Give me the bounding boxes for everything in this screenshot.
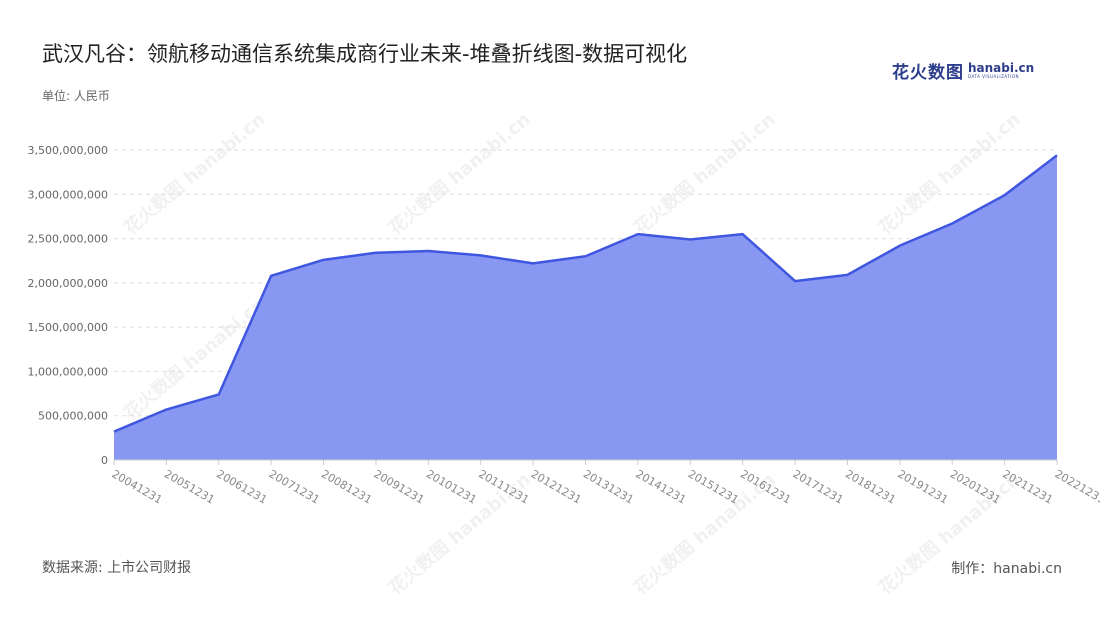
x-tick-label: 20201231 xyxy=(948,467,1003,506)
x-tick-label: 20081231 xyxy=(319,467,374,506)
y-tick-label: 2,000,000,000 xyxy=(28,277,108,290)
y-tick-label: 3,000,000,000 xyxy=(28,188,108,201)
credit-label: 制作：hanabi.cn xyxy=(951,561,1062,577)
x-tick-label: 20181231 xyxy=(843,467,898,506)
x-tick-label: 20061231 xyxy=(214,467,269,506)
x-tick-label: 20101231 xyxy=(424,467,479,506)
unit-label: 单位: 人民币 xyxy=(42,89,110,103)
x-tick-label: 20161231 xyxy=(738,467,793,506)
x-tick-label: 20191231 xyxy=(895,467,950,506)
x-tick-label: 20071231 xyxy=(267,467,322,506)
x-tick-label: 20141231 xyxy=(633,467,688,506)
x-tick-label: 20121231 xyxy=(529,467,584,506)
series-line xyxy=(113,154,1058,433)
logo-en-block: hanabi.cn DATA VISUALIZATION xyxy=(968,62,1034,79)
y-tick-label: 500,000,000 xyxy=(38,410,108,423)
y-tick-label: 1,000,000,000 xyxy=(28,365,108,378)
x-tick-label: 20131231 xyxy=(581,467,636,506)
x-tick-label: 20221231 xyxy=(1053,467,1100,506)
logo-cn-text: 花火数图 xyxy=(892,63,964,83)
x-tick-label: 20151231 xyxy=(686,467,741,506)
x-tick-label: 20051231 xyxy=(162,467,217,506)
brand-logo: 花火数图 hanabi.cn DATA VISUALIZATION xyxy=(892,58,1034,83)
y-tick-label: 1,500,000,000 xyxy=(28,321,108,334)
x-tick-label: 20111231 xyxy=(476,467,531,506)
x-tick-label: 20091231 xyxy=(371,467,426,506)
data-source-label: 数据来源: 上市公司财报 xyxy=(42,560,192,576)
x-tick-label: 20041231 xyxy=(110,467,165,506)
y-tick-label: 2,500,000,000 xyxy=(28,233,108,246)
x-tick-label: 20171231 xyxy=(791,467,846,506)
logo-en-text: hanabi.cn xyxy=(968,61,1035,75)
series-area xyxy=(114,155,1057,461)
y-tick-label: 3,500,000,000 xyxy=(28,144,108,157)
logo-en-subtext: DATA VISUALIZATION xyxy=(968,74,1020,79)
x-tick-label: 20211231 xyxy=(1000,467,1055,506)
y-tick-label: 0 xyxy=(101,454,108,467)
chart-title: 武汉凡谷：领航移动通信系统集成商行业未来-堆叠折线图-数据可视化 xyxy=(42,42,688,66)
